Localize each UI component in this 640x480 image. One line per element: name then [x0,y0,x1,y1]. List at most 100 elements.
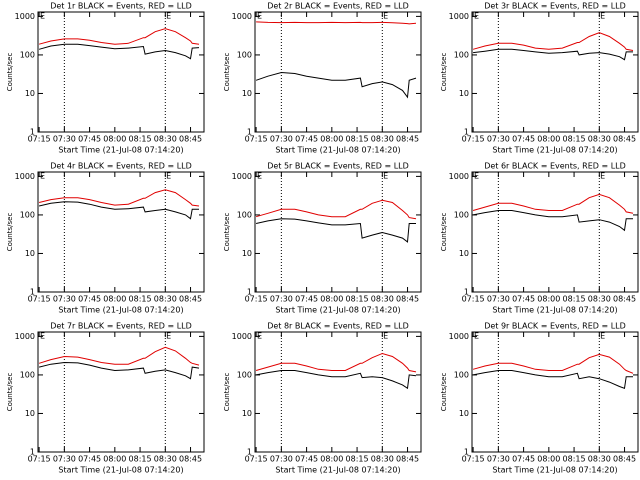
series-line [38,189,200,207]
chart-title: Det 9r BLACK = Events, RED = LLD [484,322,626,331]
x-tick-label: 08:45 [396,295,419,304]
chart-title: Det 3r BLACK = Events, RED = LLD [484,2,626,11]
event-flag: E [166,332,171,341]
chart-title: Det 1r BLACK = Events, RED = LLD [50,2,192,11]
event-flag: E [383,332,388,341]
x-tick-label: 07:45 [295,135,318,144]
x-tick-label: 07:15 [245,135,268,144]
x-tick-label: 07:30 [270,455,293,464]
y-tick-label: 1 [247,448,252,457]
x-axis-label: Start Time (21-Jul-08 07:14:20) [275,466,400,475]
event-flag: E [40,12,45,21]
x-tick-label: 08:45 [613,455,636,464]
y-tick-label: 1000 [449,172,469,181]
event-flag: E [600,332,605,341]
y-axis-label: Counts/sec [223,213,231,252]
x-tick-label: 08:30 [371,295,394,304]
event-flag: E [166,172,171,181]
y-tick-label: 100 [237,50,252,59]
event-flag: E [600,12,605,21]
y-tick-label: 100 [454,210,469,219]
plot-frame [471,331,639,453]
series-line [255,199,417,220]
event-flag: E [40,172,45,181]
x-tick-label: 08:15 [346,295,369,304]
y-tick-label: 10 [242,249,252,258]
y-tick-label: 10 [25,409,35,418]
x-tick-label: 08:30 [371,135,394,144]
event-flag: E [166,12,171,21]
x-tick-label: 07:45 [512,455,535,464]
y-axis-label: Counts/sec [223,373,231,412]
x-tick-label: 07:30 [487,295,510,304]
x-tick-label: 07:45 [512,295,535,304]
y-tick-label: 1000 [232,172,252,181]
event-flag: E [40,332,45,341]
series-line [473,210,633,232]
y-tick-label: 100 [20,210,35,219]
x-tick-label: 08:00 [320,135,343,144]
y-tick-label: 1 [464,448,469,457]
y-axis-label: Counts/sec [6,213,14,252]
x-axis-label: Start Time (21-Jul-08 07:14:20) [58,306,183,315]
x-tick-label: 08:45 [396,455,419,464]
event-flag: E [257,172,262,181]
event-flag: E [383,172,388,181]
series-line [473,48,633,61]
y-tick-label: 100 [20,370,35,379]
x-tick-label: 08:15 [563,455,586,464]
x-tick-label: 07:45 [78,295,101,304]
y-tick-label: 1 [247,288,252,297]
x-tick-label: 07:15 [28,295,51,304]
x-tick-label: 08:00 [103,455,126,464]
plot-frame [37,171,205,293]
series-line [472,353,634,374]
y-tick-label: 10 [25,89,35,98]
plot-frame [37,331,205,453]
series-line [255,352,417,373]
y-tick-label: 1 [464,288,469,297]
series-line [472,32,634,51]
y-tick-label: 1000 [232,12,252,21]
chart-title: Det 6r BLACK = Events, RED = LLD [484,162,626,171]
event-flag: E [474,172,479,181]
x-axis-label: Start Time (21-Jul-08 07:14:20) [275,306,400,315]
y-tick-label: 10 [242,409,252,418]
y-axis-label: Counts/sec [440,373,448,412]
x-tick-label: 08:00 [320,295,343,304]
y-tick-label: 1000 [15,332,35,341]
x-tick-label: 07:15 [28,455,51,464]
x-tick-label: 07:45 [295,295,318,304]
y-tick-label: 1000 [15,12,35,21]
x-tick-label: 08:00 [103,135,126,144]
plot-frame [471,171,639,293]
chart-title: Det 8r BLACK = Events, RED = LLD [267,322,409,331]
x-tick-label: 07:45 [295,455,318,464]
y-tick-label: 100 [454,370,469,379]
y-tick-label: 10 [242,89,252,98]
y-tick-label: 1 [30,128,35,137]
x-tick-label: 08:45 [179,295,202,304]
y-axis-label: Counts/sec [6,53,14,92]
y-tick-label: 1000 [232,332,252,341]
x-tick-label: 08:15 [129,455,152,464]
x-tick-label: 08:45 [396,135,419,144]
x-tick-label: 08:45 [613,135,636,144]
x-tick-label: 07:30 [487,455,510,464]
x-tick-label: 08:45 [613,295,636,304]
y-axis-label: Counts/sec [223,53,231,92]
x-tick-label: 08:30 [154,295,177,304]
series-line [255,218,416,243]
chart-title: Det 7r BLACK = Events, RED = LLD [50,322,192,331]
series-line [38,28,200,45]
chart-title: Det 4r BLACK = Events, RED = LLD [50,162,192,171]
event-flag: E [383,12,388,21]
plot-frame [37,11,205,133]
series-line [473,370,633,389]
y-axis-label: Counts/sec [440,53,448,92]
x-tick-label: 08:45 [179,455,202,464]
y-tick-label: 10 [25,249,35,258]
x-tick-label: 07:30 [270,295,293,304]
